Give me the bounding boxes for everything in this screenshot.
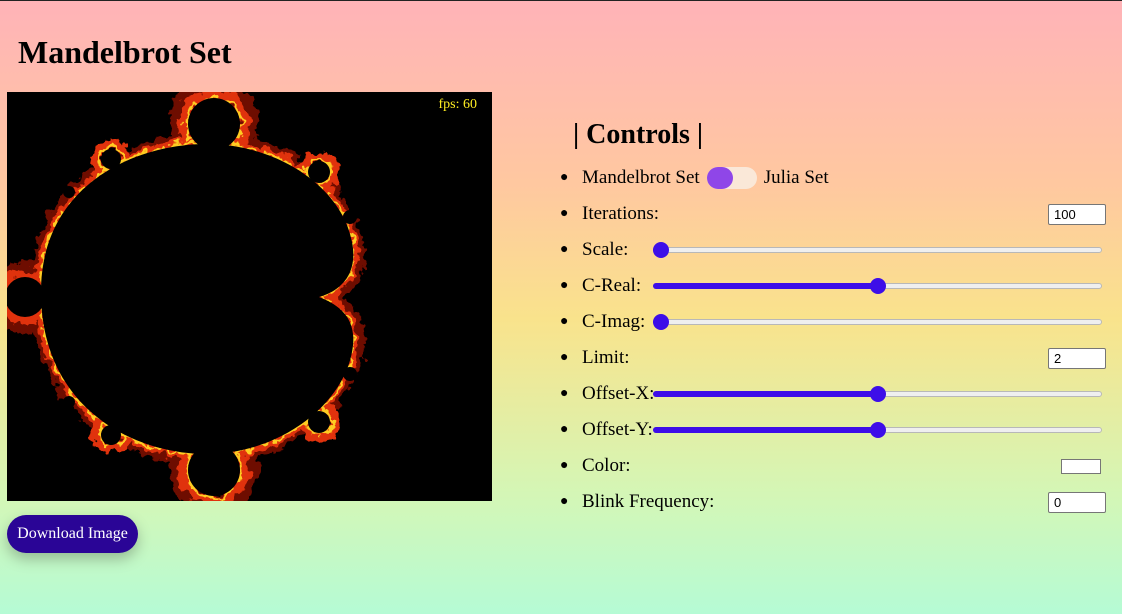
bullet: ● xyxy=(560,422,569,437)
page-title: Mandelbrot Set xyxy=(18,34,232,70)
offset-y-label: Offset-Y: xyxy=(582,419,653,440)
control-c-imag: ● C-Imag: xyxy=(560,310,1106,334)
bullet: ● xyxy=(560,350,569,365)
bullet: ● xyxy=(560,242,569,257)
c-real-slider[interactable] xyxy=(653,276,1102,296)
c-imag-slider[interactable] xyxy=(653,312,1102,332)
bullet: ● xyxy=(560,278,569,293)
bullet: ● xyxy=(560,314,569,329)
fractal-canvas[interactable]: fps: 60 xyxy=(7,92,492,501)
control-mode: ● Mandelbrot Set Julia Set xyxy=(560,166,1106,190)
mode-left-label: Mandelbrot Set xyxy=(582,167,700,188)
bullet: ● xyxy=(560,386,569,401)
mandelbrot-render xyxy=(7,92,492,501)
slider-track xyxy=(653,319,1102,325)
slider-thumb[interactable] xyxy=(653,314,669,330)
slider-fill xyxy=(653,427,878,433)
slider-thumb[interactable] xyxy=(869,422,886,438)
control-blink-frequency: ● Blink Frequency: xyxy=(560,490,1106,514)
color-picker[interactable] xyxy=(1061,458,1101,474)
mode-toggle[interactable] xyxy=(706,167,757,189)
bullet: ● xyxy=(560,458,569,473)
c-imag-label: C-Imag: xyxy=(582,311,646,332)
blink-frequency-input[interactable] xyxy=(1048,491,1106,513)
offset-y-slider[interactable] xyxy=(653,420,1102,440)
scale-label: Scale: xyxy=(582,239,629,260)
blink-frequency-label: Blink Frequency: xyxy=(582,491,715,512)
slider-fill xyxy=(653,283,878,289)
bullet: ● xyxy=(560,206,569,221)
slider-thumb[interactable] xyxy=(869,386,886,402)
fractal-interior xyxy=(7,98,357,496)
iterations-label: Iterations: xyxy=(582,203,660,224)
slider-thumb[interactable] xyxy=(869,278,886,294)
slider-thumb[interactable] xyxy=(653,242,669,258)
controls-title: | Controls | xyxy=(573,119,704,150)
fps-counter: fps: 60 xyxy=(438,97,478,112)
offset-x-label: Offset-X: xyxy=(582,383,655,404)
slider-fill xyxy=(653,391,878,397)
slider-track xyxy=(653,247,1102,253)
bullet: ● xyxy=(560,494,569,509)
download-image-button[interactable]: Download Image xyxy=(7,515,138,553)
bullet: ● xyxy=(560,170,569,185)
control-color: ● Color: xyxy=(560,454,1106,478)
limit-label: Limit: xyxy=(582,347,630,368)
iterations-input[interactable] xyxy=(1048,203,1106,225)
scale-slider[interactable] xyxy=(653,240,1102,260)
control-iterations: ● Iterations: xyxy=(560,202,1106,226)
control-c-real: ● C-Real: xyxy=(560,274,1106,298)
limit-input[interactable] xyxy=(1048,347,1106,369)
mode-toggle-knob xyxy=(706,167,733,189)
control-scale: ● Scale: xyxy=(560,238,1106,262)
offset-x-slider[interactable] xyxy=(653,384,1102,404)
c-real-label: C-Real: xyxy=(582,275,642,296)
control-offset-y: ● Offset-Y: xyxy=(560,418,1106,442)
color-label: Color: xyxy=(582,455,631,476)
mode-right-label: Julia Set xyxy=(763,167,829,188)
control-offset-x: ● Offset-X: xyxy=(560,382,1106,406)
control-limit: ● Limit: xyxy=(560,346,1106,370)
